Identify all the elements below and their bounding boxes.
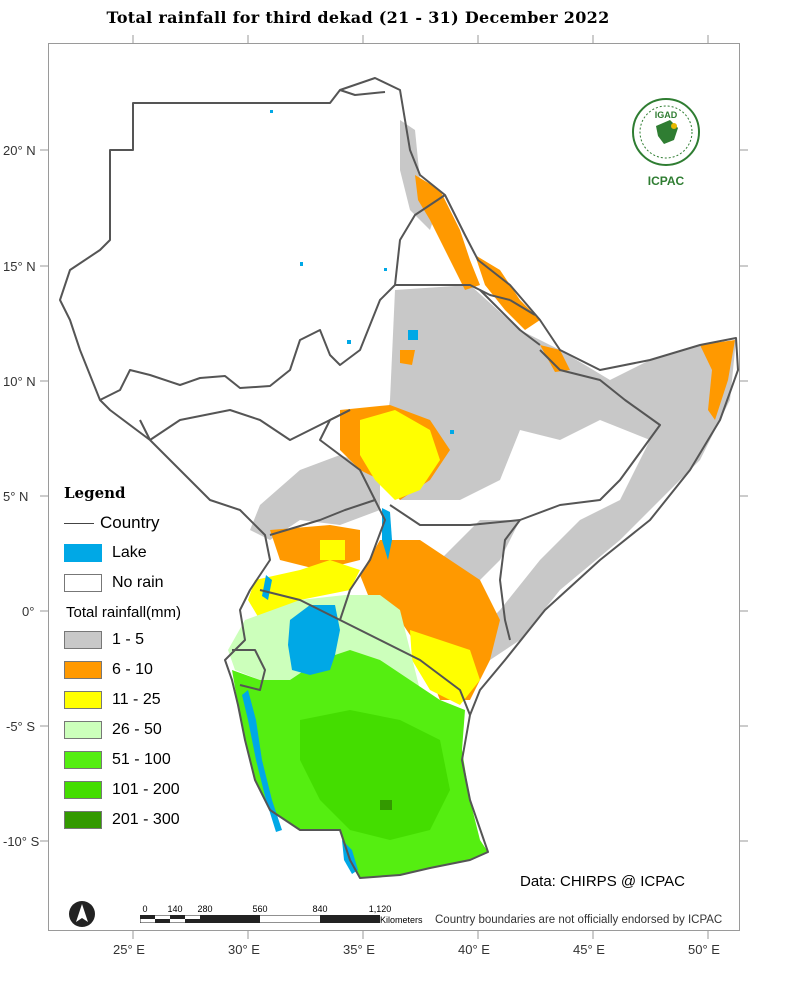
data-credit: Data: CHIRPS @ ICPAC — [520, 873, 685, 890]
scale-tick-label: 140 — [167, 904, 183, 914]
scale-tick-label: 280 — [197, 904, 213, 914]
lake-swatch — [64, 544, 102, 562]
rain-class-label: 201 - 300 — [112, 811, 180, 828]
legend-rain-heading: Total rainfall(mm) — [66, 604, 182, 621]
legend-rain-class: 26 - 50 — [64, 715, 234, 745]
legend-rain-class: 51 - 100 — [64, 745, 234, 775]
legend-country: Country — [64, 508, 234, 538]
scale-tick-label: 0 — [142, 904, 148, 914]
lake-tanganyika — [242, 690, 282, 832]
no-rain-swatch — [64, 574, 102, 592]
rain-class-swatch — [64, 721, 102, 739]
lon-label-45e: 45° E — [573, 942, 605, 957]
rain-class-label: 6 - 10 — [112, 661, 153, 678]
lake-specks — [270, 110, 454, 434]
scale-tick-label: 560 — [252, 904, 268, 914]
lake-albert — [262, 575, 272, 600]
lat-label-0: 0° — [22, 604, 35, 619]
scale-tick-label: 840 — [312, 904, 328, 914]
legend-rain-class: 11 - 25 — [64, 685, 234, 715]
map-title: Total rainfall for third dekad (21 - 31)… — [106, 8, 610, 27]
legend-lake: Lake — [64, 538, 234, 568]
rain-class-swatch — [64, 691, 102, 709]
legend-no-rain: No rain — [64, 568, 234, 598]
lon-label-30e: 30° E — [228, 942, 260, 957]
legend-no-rain-label: No rain — [112, 574, 164, 591]
rain-class-swatch — [64, 781, 102, 799]
rain-11-25-areas — [248, 410, 480, 705]
rain-class-label: 51 - 100 — [112, 751, 171, 768]
lon-label-40e: 40° E — [458, 942, 490, 957]
rain-class-label: 1 - 5 — [112, 631, 145, 648]
country-borders — [59, 77, 739, 879]
lat-label-10s: -10° S — [3, 834, 40, 849]
rain-class-label: 101 - 200 — [112, 781, 180, 798]
legend-country-label: Country — [100, 513, 160, 532]
legend-rain-class: 6 - 10 — [64, 655, 234, 685]
boundary-disclaimer: Country boundaries are not officially en… — [435, 914, 723, 926]
lat-label-15n: 15° N — [3, 259, 36, 274]
north-arrow-icon — [69, 901, 95, 927]
rain-class-swatch — [64, 631, 102, 649]
lon-label-35e: 35° E — [343, 942, 375, 957]
rain-class-label: 11 - 25 — [112, 691, 161, 708]
legend-title: Legend — [64, 484, 126, 502]
logo-badge: IGAD — [655, 110, 678, 120]
logo-name: ICPAC — [647, 174, 685, 188]
scale-bar: 0 140 280 560 840 1,120 Kilometers — [140, 904, 440, 928]
rain-class-swatch — [64, 751, 102, 769]
lat-label-10n: 10° N — [3, 374, 36, 389]
map-legend: Legend Country Lake No rain Total rainfa… — [64, 484, 234, 835]
lon-label-25e: 25° E — [113, 942, 145, 957]
igad-emblem-icon: IGAD — [632, 98, 700, 166]
rain-51-200-areas — [232, 650, 488, 878]
lat-label-5n: 5° N — [3, 489, 29, 504]
lakes — [242, 330, 418, 874]
legend-rain-class: 101 - 200 — [64, 775, 234, 805]
lon-label-50e: 50° E — [688, 942, 720, 957]
legend-rain-class: 201 - 300 — [64, 805, 234, 835]
rain-class-swatch — [64, 661, 102, 679]
map-frame — [48, 43, 740, 931]
legend-lake-label: Lake — [112, 544, 147, 561]
rain-class-label: 26 - 50 — [112, 721, 162, 738]
lat-label-20n: 20° N — [3, 143, 36, 158]
lake-tana — [408, 330, 418, 340]
scale-bar-graphic — [140, 915, 380, 923]
scale-unit: Kilometers — [380, 915, 423, 925]
scale-tick-label: 1,120 — [368, 904, 392, 914]
country-line-swatch — [64, 522, 94, 524]
legend-rain-classes: 1 - 5 6 - 10 11 - 25 26 - 50 51 - 100 101 - 2… — [64, 625, 234, 835]
lake-victoria — [288, 605, 340, 675]
legend-rain-class: 1 - 5 — [64, 625, 234, 655]
rain-class-swatch — [64, 811, 102, 829]
icpac-logo: IGAD ICPAC — [626, 96, 706, 188]
lat-label-5s: -5° S — [6, 719, 36, 734]
